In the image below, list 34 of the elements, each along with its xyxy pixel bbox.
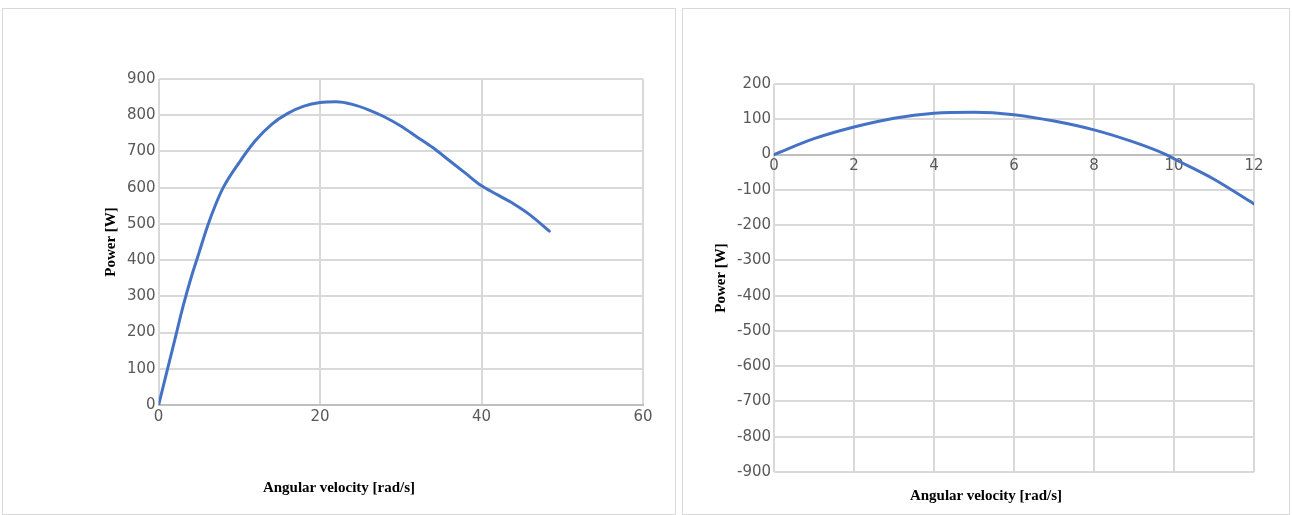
x-tick-label: 8 [1089,156,1099,175]
y-tick-label: 200 [742,73,772,92]
y-tick-label: 500 [126,213,156,232]
y-tick-label: 0 [146,394,156,413]
y-tick-label: 600 [126,177,156,196]
x-tick-label: 2 [849,156,859,175]
y-tick-label: 100 [126,358,156,377]
y-tick-label: -500 [737,320,772,339]
y-axis-title: Power [W] [101,207,118,277]
x-tick-label: 40 [472,406,492,425]
y-tick-label: 900 [126,68,156,87]
y-axis-title: Power [W] [711,243,728,313]
y-tick-label: 100 [742,109,772,128]
x-axis-title: Angular velocity [rad/s] [261,479,417,496]
y-tick-label: -600 [737,356,772,375]
y-tick-label: -800 [737,426,772,445]
y-tick-label: 700 [126,141,156,160]
y-tick-label: -700 [737,391,772,410]
x-tick-label: 60 [633,406,653,425]
y-tick-label: -100 [737,179,772,198]
x-tick-label: 6 [1009,156,1019,175]
line-series [158,100,551,405]
y-tick-label: -300 [737,250,772,269]
y-tick-label: 800 [126,105,156,124]
y-tick-label: -200 [737,214,772,233]
y-tick-label: -900 [737,461,772,480]
y-tick-label: 200 [126,322,156,341]
x-tick-label: 4 [929,156,939,175]
y-tick-label: 400 [126,250,156,268]
x-tick-label: 12 [1244,156,1264,175]
y-tick-label: 300 [126,286,156,305]
x-tick-label: 20 [310,406,330,425]
x-axis-title: Angular velocity [rad/s] [908,487,1064,504]
y-tick-label: -400 [737,285,772,304]
